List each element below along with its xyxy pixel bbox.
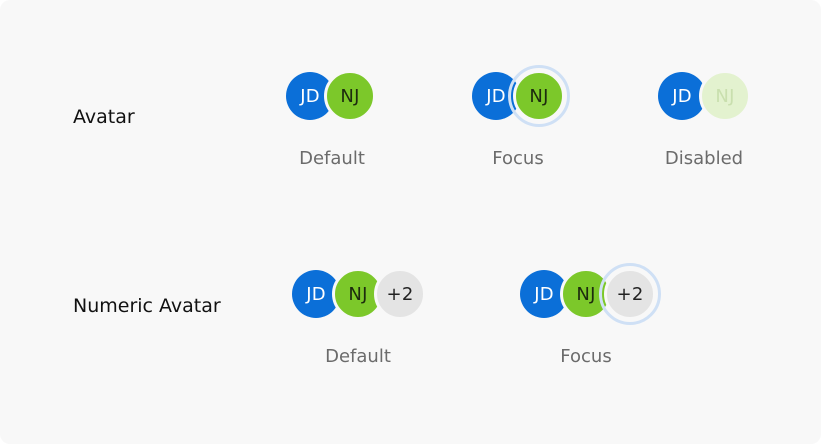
state-caption-focus: Focus [492, 148, 544, 169]
avatar-group-focus[interactable]: JD NJ [472, 65, 572, 127]
state-caption-focus: Focus [560, 346, 612, 367]
focus-ring [508, 65, 570, 127]
state-caption-default: Default [325, 346, 391, 367]
avatar-nj-focused[interactable]: NJ [513, 70, 565, 122]
avatar-nj[interactable]: NJ [332, 268, 384, 320]
numeric-avatar-group-default[interactable]: JD NJ +2 [292, 268, 426, 320]
avatar-row-label: Avatar [73, 106, 135, 128]
focus-ring [599, 263, 661, 325]
numeric-avatar-group-focus[interactable]: JD NJ +2 [520, 263, 664, 325]
avatar-group-disabled: JD NJ [658, 70, 751, 122]
avatar-nj[interactable]: NJ [324, 70, 376, 122]
state-caption-default: Default [299, 148, 365, 169]
numeric-avatar-row-label: Numeric Avatar [73, 295, 221, 317]
avatar-jd: JD [658, 72, 706, 120]
avatar-group-default[interactable]: JD NJ [286, 70, 378, 122]
state-caption-disabled: Disabled [664, 148, 744, 169]
avatar-overflow-count[interactable]: +2 [374, 268, 426, 320]
avatar-overflow-count-focused[interactable]: +2 [604, 268, 656, 320]
avatar-nj-disabled: NJ [699, 70, 751, 122]
